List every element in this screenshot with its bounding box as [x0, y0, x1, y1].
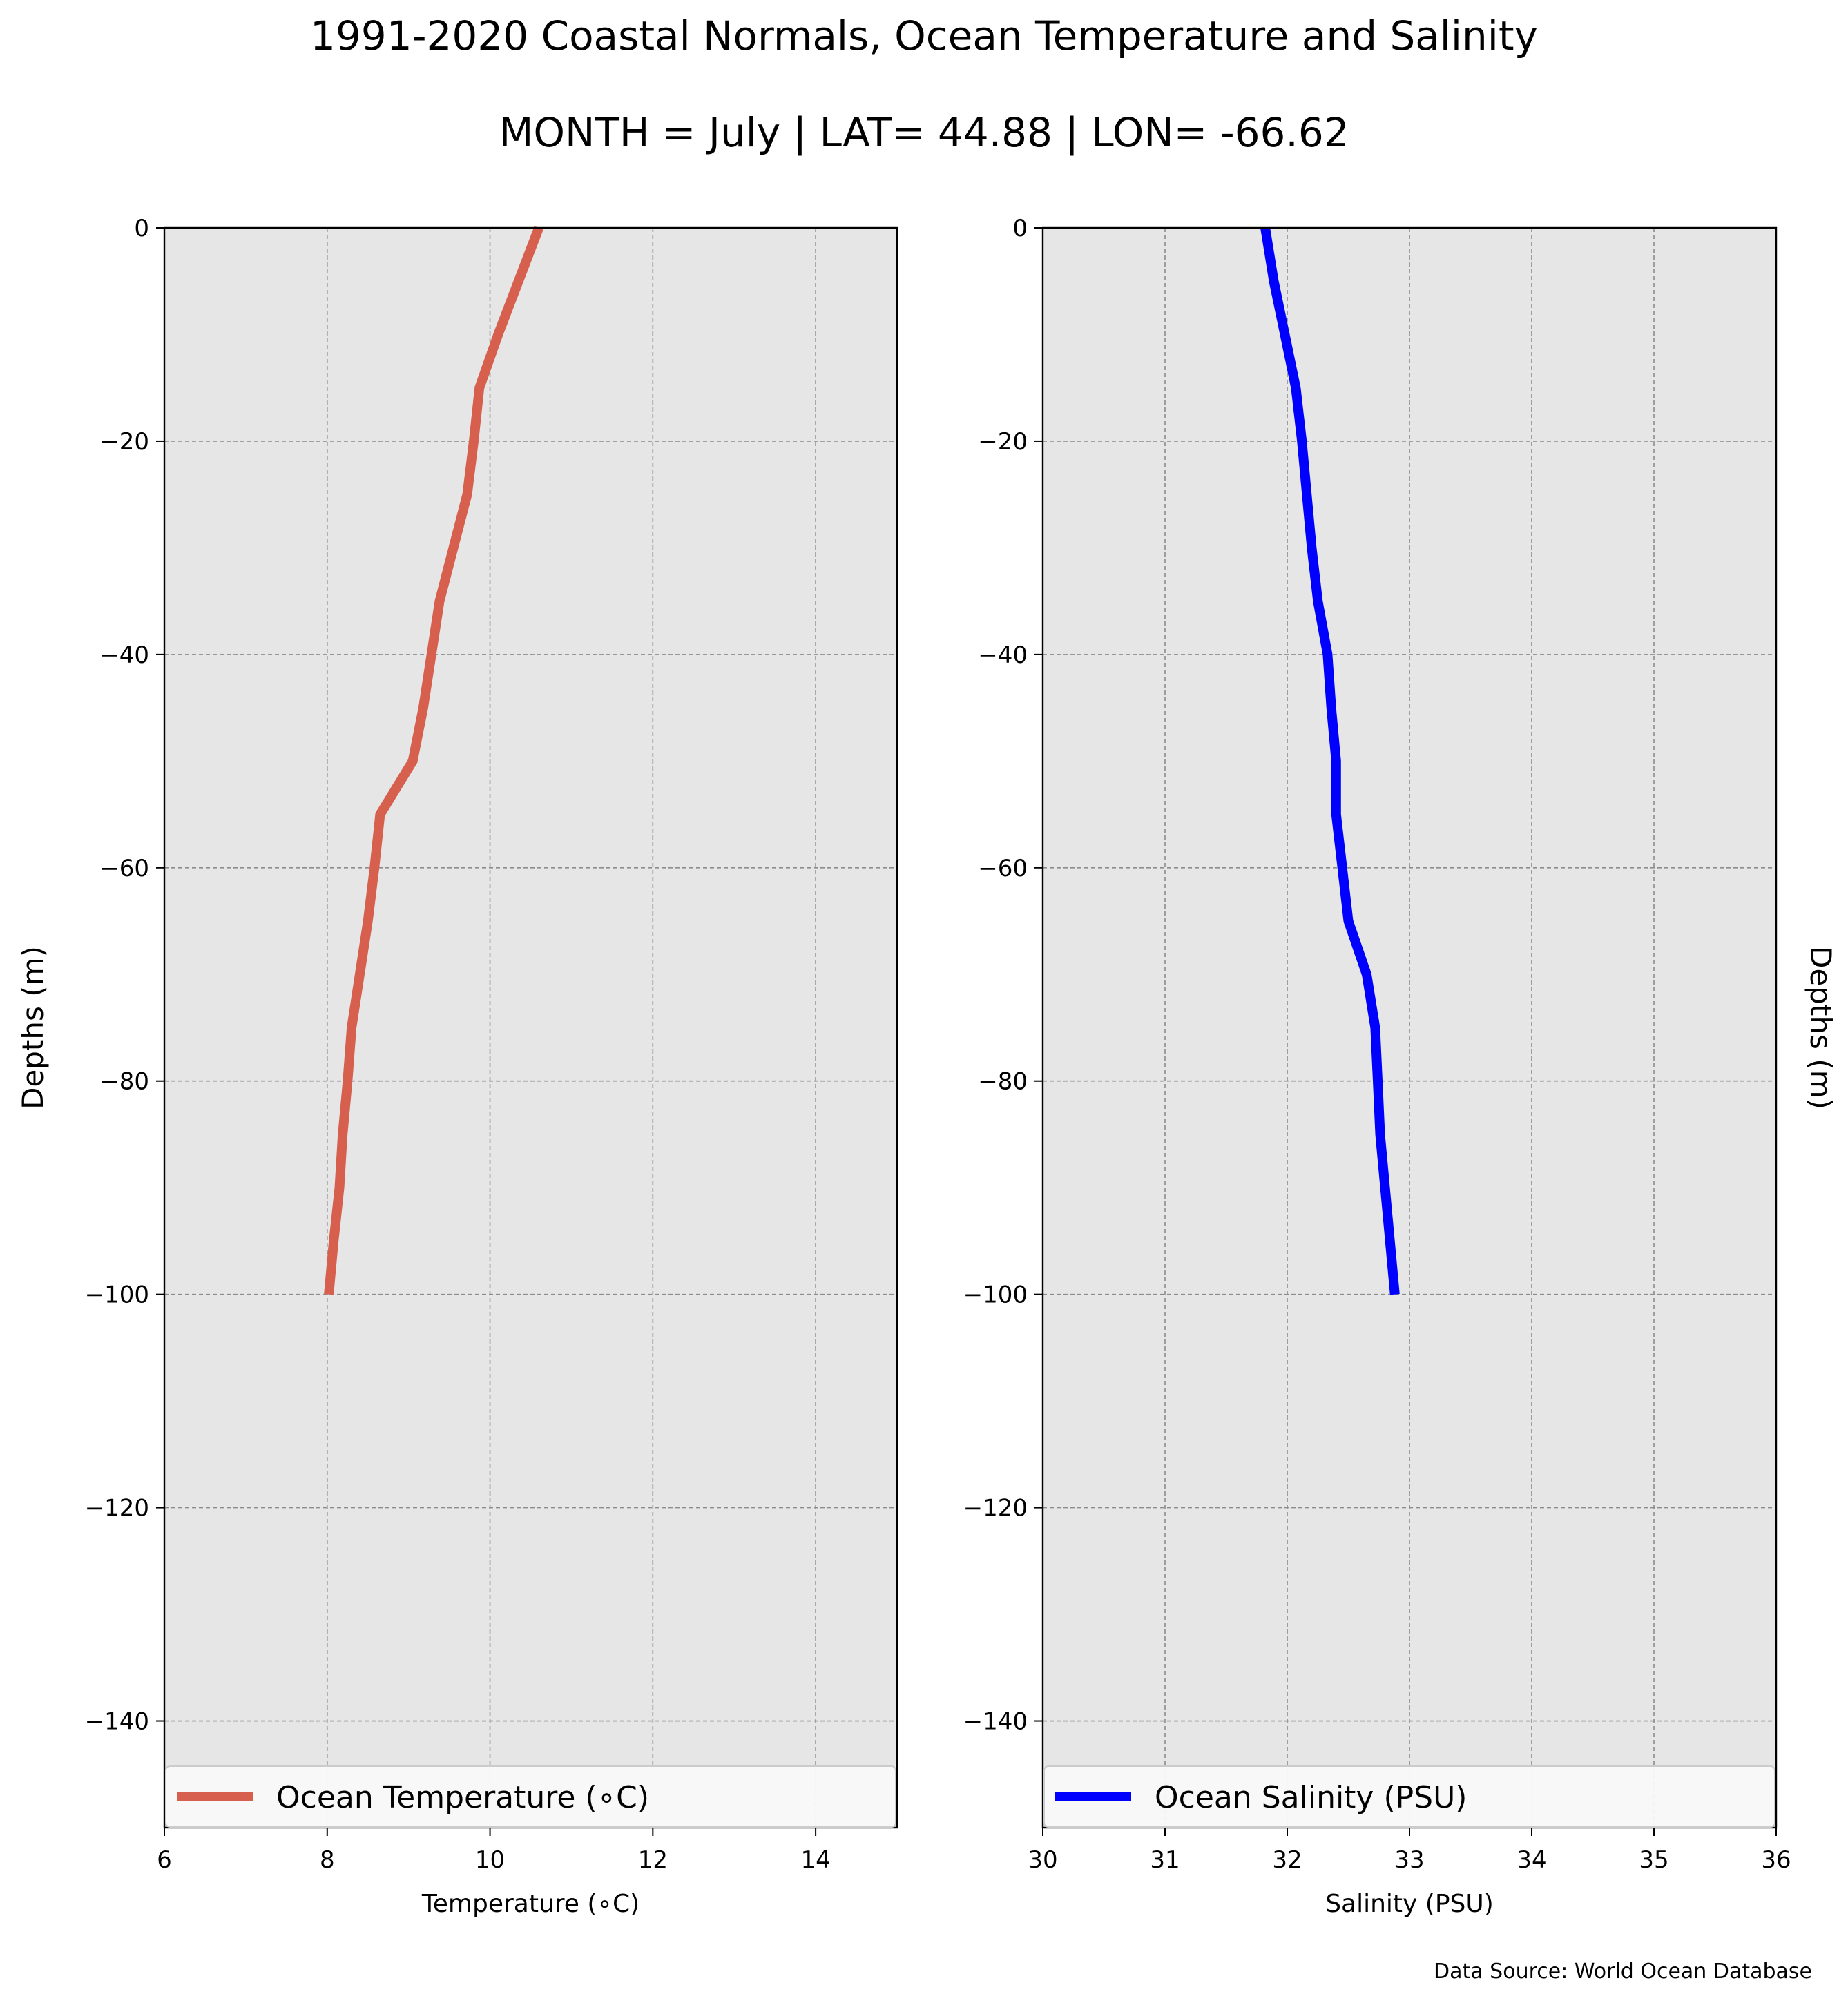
temperature-y-axis-label: Depths (m) — [16, 946, 50, 1110]
salinity-x-axis-label: Salinity (PSU) — [1325, 1890, 1494, 1918]
salinity-x-tick-label: 32 — [1272, 1846, 1302, 1874]
salinity-legend-label: Ocean Salinity (PSU) — [1155, 1780, 1467, 1815]
salinity-plot-area — [1043, 228, 1776, 1828]
salinity-x-tick-label: 34 — [1517, 1846, 1546, 1874]
data-source-note: Data Source: World Ocean Database — [1434, 1960, 1812, 1984]
temperature-x-tick-label: 6 — [157, 1846, 172, 1874]
salinity-y-tick-label: −20 — [978, 428, 1028, 456]
temperature-legend-box — [165, 1765, 896, 1828]
figure-subtitle: MONTH = July | LAT= 44.88 | LON= -66.62 — [499, 109, 1349, 156]
salinity-series-line — [1260, 226, 1400, 1295]
salinity-y-tick-label: −80 — [978, 1068, 1028, 1096]
temperature-y-tick-label: −120 — [85, 1495, 149, 1522]
temperature-x-tick-label: 8 — [320, 1846, 335, 1874]
temperature-profile-panel: 6 8 10 12 14 0 −20 −40 −60 −80 −100 −120 −140 Tempera… — [16, 215, 898, 1918]
salinity-y-tick-label: −140 — [963, 1708, 1028, 1736]
salinity-x-tick-label: 36 — [1761, 1846, 1791, 1874]
temperature-y-tick-label: 0 — [134, 215, 149, 242]
temperature-x-tick-label: 10 — [475, 1846, 505, 1874]
salinity-y-tick-label: −60 — [978, 855, 1028, 882]
temperature-y-tick-label: −40 — [99, 641, 149, 669]
temperature-y-tick-label: −80 — [99, 1068, 149, 1096]
salinity-x-tick-label: 33 — [1394, 1846, 1424, 1874]
salinity-profile-panel: 30 31 32 33 34 35 36 0 −20 −40 −60 −80 −100 −120 −140 S… — [963, 215, 1838, 1918]
salinity-x-tick-label: 35 — [1639, 1846, 1668, 1874]
temperature-x-axis-label: Temperature (∘C) — [421, 1890, 639, 1918]
temperature-y-tick-label: −140 — [85, 1708, 149, 1736]
salinity-y-tick-label: 0 — [1012, 215, 1028, 242]
salinity-y-tick-label: −120 — [963, 1495, 1028, 1522]
temperature-x-tick-label: 12 — [638, 1846, 668, 1874]
temperature-series-line — [324, 226, 543, 1295]
salinity-y-tick-label: −40 — [978, 641, 1028, 669]
salinity-legend: Ocean Salinity (PSU) — [1043, 1765, 1775, 1828]
temperature-plot-area — [164, 228, 897, 1828]
temperature-legend-label: Ocean Temperature (∘C) — [276, 1780, 649, 1815]
temperature-x-tick-label: 14 — [800, 1846, 830, 1874]
salinity-y-axis-label: Depths (m) — [1804, 946, 1838, 1110]
temperature-legend: Ocean Temperature (∘C) — [165, 1765, 896, 1828]
salinity-x-tick-label: 30 — [1028, 1846, 1057, 1874]
figure-title: 1991-2020 Coastal Normals, Ocean Tempera… — [310, 12, 1538, 59]
salinity-legend-box — [1043, 1765, 1775, 1828]
temperature-y-tick-label: −100 — [85, 1281, 149, 1309]
salinity-x-tick-label: 31 — [1150, 1846, 1180, 1874]
temperature-y-tick-label: −20 — [99, 428, 149, 456]
temperature-y-tick-label: −60 — [99, 855, 149, 882]
salinity-y-tick-label: −100 — [963, 1281, 1028, 1309]
